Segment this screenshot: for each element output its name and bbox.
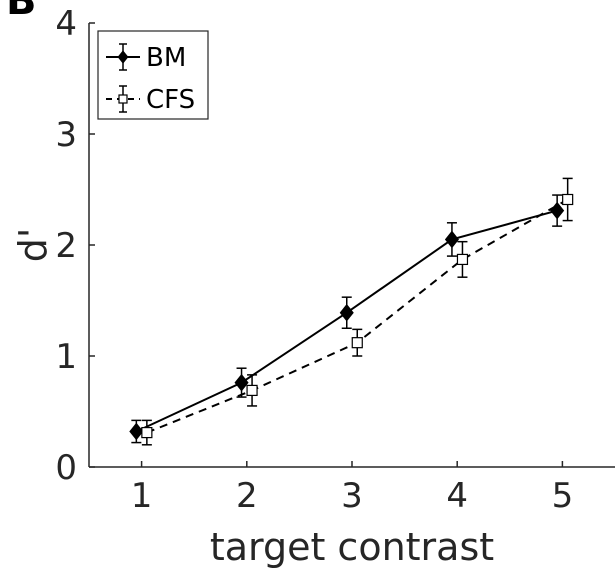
legend-label: CFS <box>146 85 195 115</box>
y-tick-label: 3 <box>55 115 77 155</box>
series-cfs <box>141 177 574 446</box>
data-point <box>141 426 153 439</box>
legend-entry-cfs: CFS <box>106 85 195 115</box>
legend-label: BM <box>146 43 186 73</box>
panel-label: B <box>6 0 37 24</box>
y-tick-label: 2 <box>55 226 77 266</box>
data-point <box>456 253 469 266</box>
data-point <box>351 337 363 349</box>
data-point <box>339 303 354 322</box>
y-tick-label: 0 <box>55 448 77 488</box>
axes: 0 1 2 3 4 1 2 3 4 5 <box>55 4 615 516</box>
x-tick-label: 1 <box>131 476 153 516</box>
x-tick-label: 5 <box>552 476 574 516</box>
data-point <box>550 201 565 220</box>
legend-box <box>97 30 209 120</box>
data-point <box>129 422 144 441</box>
y-axis-title: d' <box>11 228 55 263</box>
x-tick-label: 3 <box>341 476 363 516</box>
y-tick-label: 4 <box>55 4 77 44</box>
legend: BM CFS <box>97 30 209 120</box>
data-point <box>562 193 574 206</box>
data-point <box>444 230 459 249</box>
x-tick-label: 2 <box>236 476 258 516</box>
legend-entry-bm: BM <box>106 43 186 73</box>
legend-marker <box>118 94 128 104</box>
y-tick-label: 1 <box>55 337 77 377</box>
plot-series <box>129 177 574 446</box>
legend-marker <box>117 50 129 64</box>
data-point <box>234 373 249 392</box>
x-tick-label: 4 <box>446 476 468 516</box>
data-point <box>246 384 258 397</box>
x-axis-title: target contrast <box>210 525 494 569</box>
series-bm <box>129 194 565 444</box>
